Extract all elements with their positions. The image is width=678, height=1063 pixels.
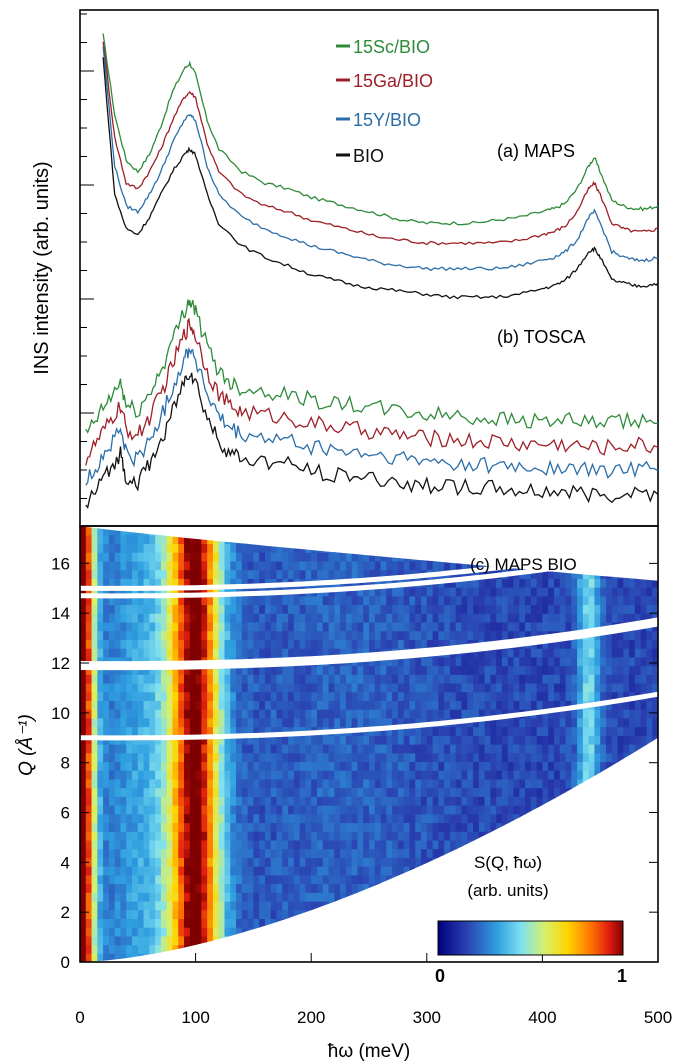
- y-tick-labels: 0 2 4 6 8 10 12 14 16: [51, 554, 70, 972]
- top-panel-lines: [85, 33, 659, 510]
- series-line-maps-15ga-bio: [102, 41, 659, 246]
- y-tick-label: 8: [61, 754, 70, 773]
- x-tick-label: 0: [75, 1008, 84, 1027]
- x-tick-label: 500: [644, 1008, 672, 1027]
- x-tick-label: 400: [528, 1008, 556, 1027]
- detector-gap: [80, 549, 659, 599]
- panel-b-label: (b) TOSCA: [497, 327, 585, 347]
- intensity-axis-label: INS intensity (arb. units): [31, 161, 53, 374]
- panel-c-label: (c) MAPS BIO: [470, 555, 577, 574]
- series-line-maps-15y-bio: [102, 46, 659, 272]
- panel-a-label: (a) MAPS: [497, 141, 575, 161]
- legend-label-15y: 15Y/BIO: [353, 110, 421, 130]
- q-axis-label: Q (Å⁻¹): [16, 714, 37, 776]
- legend-label-15sc: 15Sc/BIO: [353, 37, 430, 57]
- x-axis-label: ħω (meV): [328, 1041, 410, 1062]
- legend-label-15ga: 15Ga/BIO: [353, 71, 433, 91]
- colorbar-sublabel: (arb. units): [467, 881, 548, 900]
- colorbar: S(Q, ħω) (arb. units) 0 1: [435, 853, 627, 986]
- x-tick-label: 300: [413, 1008, 441, 1027]
- heatmap-frame: [79, 525, 659, 963]
- y-tick-label: 14: [51, 604, 70, 623]
- series-line-tosca-15sc-bio: [85, 299, 659, 434]
- series-line-maps-bio: [102, 57, 659, 300]
- colorbar-gradient: [437, 920, 624, 956]
- series-line-tosca-bio: [85, 372, 659, 510]
- colorbar-max-label: 1: [617, 966, 627, 986]
- series-line-maps-15sc-bio: [102, 33, 659, 226]
- x-tick-labels: 0 100 200 300 400 500: [75, 1008, 672, 1027]
- detector-gaps: [79, 542, 659, 741]
- y-tick-label: 2: [61, 903, 70, 922]
- detector-gap: [79, 617, 659, 671]
- x-tick-label: 100: [181, 1008, 209, 1027]
- x-tick-label: 200: [297, 1008, 325, 1027]
- legend: 15Sc/BIO 15Ga/BIO 15Y/BIO BIO: [336, 37, 433, 166]
- detector-gap: [79, 542, 659, 591]
- y-tick-label: 6: [61, 804, 70, 823]
- top-panel-y-ticks: [80, 13, 94, 499]
- detector-gap: [80, 691, 659, 741]
- y-tick-label: 0: [61, 953, 70, 972]
- y-tick-label: 12: [51, 654, 70, 673]
- legend-label-bio: BIO: [353, 146, 384, 166]
- series-line-tosca-15ga-bio: [85, 317, 659, 466]
- colorbar-min-label: 0: [435, 966, 445, 986]
- y-tick-label: 10: [51, 704, 70, 723]
- y-tick-label: 4: [61, 853, 70, 872]
- colorbar-label: S(Q, ħω): [474, 853, 542, 872]
- y-tick-label: 16: [51, 554, 70, 573]
- series-line-tosca-15y-bio: [85, 346, 659, 486]
